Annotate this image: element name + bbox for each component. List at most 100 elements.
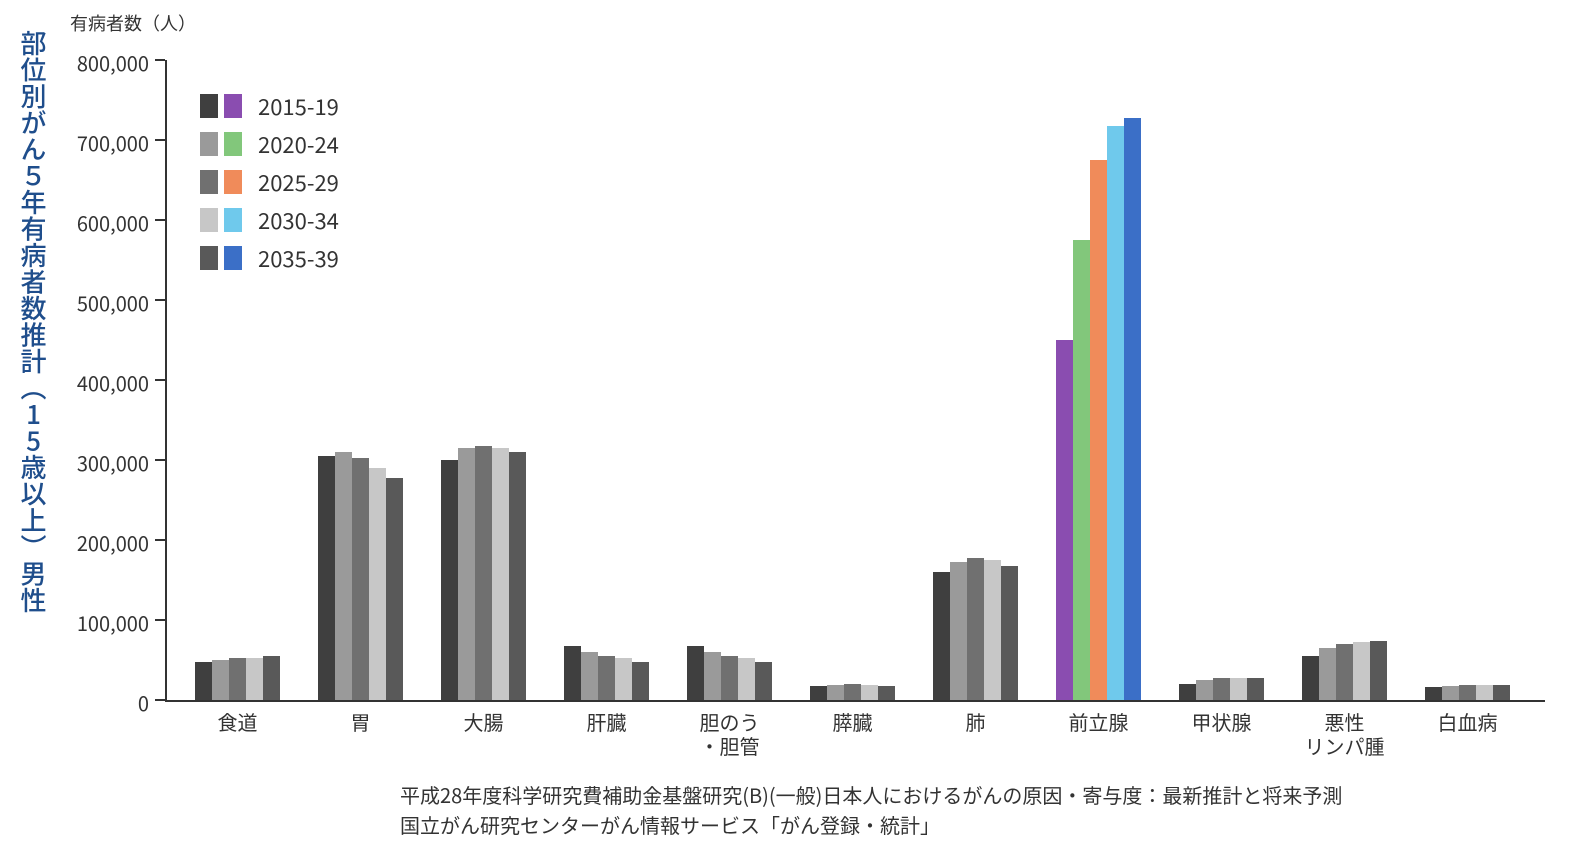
bar (950, 562, 967, 700)
legend-swatch-color (224, 208, 242, 232)
legend-swatch-color (224, 170, 242, 194)
bar (335, 452, 352, 700)
bar (687, 646, 704, 700)
bar (1459, 685, 1476, 700)
y-tick-label: 100,000 (39, 608, 149, 637)
bar (1336, 644, 1353, 700)
chart-legend: 2015-192020-242025-292030-342035-39 (200, 90, 339, 280)
bar (967, 558, 984, 700)
bar (1493, 685, 1510, 700)
x-tick-label: 膵臓 (793, 710, 913, 734)
bar (1370, 641, 1387, 700)
bar (229, 658, 246, 700)
bar (861, 685, 878, 700)
x-axis-line (165, 700, 1545, 702)
legend-row: 2015-19 (200, 90, 339, 122)
bar (1196, 680, 1213, 700)
legend-swatch-color (224, 132, 242, 156)
y-tick-label: 300,000 (39, 448, 149, 477)
bar (1124, 118, 1141, 700)
x-tick-label: 食道 (178, 710, 298, 734)
y-tick-label: 500,000 (39, 288, 149, 317)
bar (721, 656, 738, 700)
bar (1107, 126, 1124, 700)
bar (195, 662, 212, 700)
bar (564, 646, 581, 700)
y-tick-label: 400,000 (39, 368, 149, 397)
x-tick-label: 悪性 リンパ腫 (1285, 710, 1405, 758)
x-tick-label: 胃 (301, 710, 421, 734)
y-tick-mark (155, 379, 165, 381)
x-tick-label: 肺 (916, 710, 1036, 734)
bar (844, 684, 861, 700)
bar (1442, 686, 1459, 700)
y-tick-label: 0 (39, 688, 149, 717)
bar (509, 452, 526, 700)
bar (632, 662, 649, 700)
bar (458, 448, 475, 700)
bar (810, 686, 827, 700)
bar (1319, 648, 1336, 700)
bar (212, 660, 229, 700)
legend-row: 2025-29 (200, 166, 339, 198)
legend-swatch-gray (200, 170, 218, 194)
y-tick-mark (155, 539, 165, 541)
bar (263, 656, 280, 700)
bar (1056, 340, 1073, 700)
bar (1247, 678, 1264, 700)
bar (441, 460, 458, 700)
bar (827, 685, 844, 700)
bar (1001, 566, 1018, 700)
x-tick-label: 前立腺 (1039, 710, 1159, 734)
legend-swatch-color (224, 246, 242, 270)
legend-label: 2025-29 (258, 166, 339, 198)
bar (386, 478, 403, 700)
legend-swatch-gray (200, 132, 218, 156)
y-tick-mark (155, 619, 165, 621)
legend-swatch-gray (200, 246, 218, 270)
y-tick-mark (155, 139, 165, 141)
chart-footer: 平成28年度科学研究費補助金基盤研究(B)(一般)日本人におけるがんの原因・寄与… (400, 780, 1342, 840)
legend-swatch-gray (200, 94, 218, 118)
legend-swatch-gray (200, 208, 218, 232)
y-tick-mark (155, 219, 165, 221)
bar (352, 458, 369, 700)
bar (492, 448, 509, 700)
y-tick-mark (155, 459, 165, 461)
bar (318, 456, 335, 700)
bar (1230, 678, 1247, 700)
x-tick-label: 肝臓 (547, 710, 667, 734)
bar (1179, 684, 1196, 700)
legend-row: 2035-39 (200, 242, 339, 274)
y-tick-label: 700,000 (39, 128, 149, 157)
legend-label: 2035-39 (258, 242, 339, 274)
y-tick-mark (155, 59, 165, 61)
bar (246, 658, 263, 700)
x-tick-label: 甲状腺 (1162, 710, 1282, 734)
footer-line-1: 平成28年度科学研究費補助金基盤研究(B)(一般)日本人におけるがんの原因・寄与… (400, 780, 1342, 810)
bar (984, 560, 1001, 700)
bar (738, 658, 755, 700)
page-root: 部位別がん５年有病者数推計（15歳以上）男性 有病者数（人） 0100,0002… (0, 0, 1596, 850)
y-axis-unit-label: 有病者数（人） (70, 10, 196, 36)
bar (1302, 656, 1319, 700)
y-tick-label: 200,000 (39, 528, 149, 557)
y-tick-mark (155, 699, 165, 701)
x-tick-label: 胆のう ・胆管 (670, 710, 790, 758)
x-tick-label: 大腸 (424, 710, 544, 734)
bar (1213, 678, 1230, 700)
x-tick-label: 白血病 (1408, 710, 1528, 734)
legend-row: 2030-34 (200, 204, 339, 236)
bar (1476, 685, 1493, 700)
bar (1073, 240, 1090, 700)
bar (1353, 642, 1370, 700)
bar (933, 572, 950, 700)
y-tick-mark (155, 299, 165, 301)
legend-swatch-color (224, 94, 242, 118)
bar (755, 662, 772, 700)
bar (581, 652, 598, 700)
bar (615, 658, 632, 700)
bar (1425, 687, 1442, 700)
footer-line-2: 国立がん研究センターがん情報サービス「がん登録・統計」 (400, 810, 1342, 840)
legend-label: 2015-19 (258, 90, 339, 122)
